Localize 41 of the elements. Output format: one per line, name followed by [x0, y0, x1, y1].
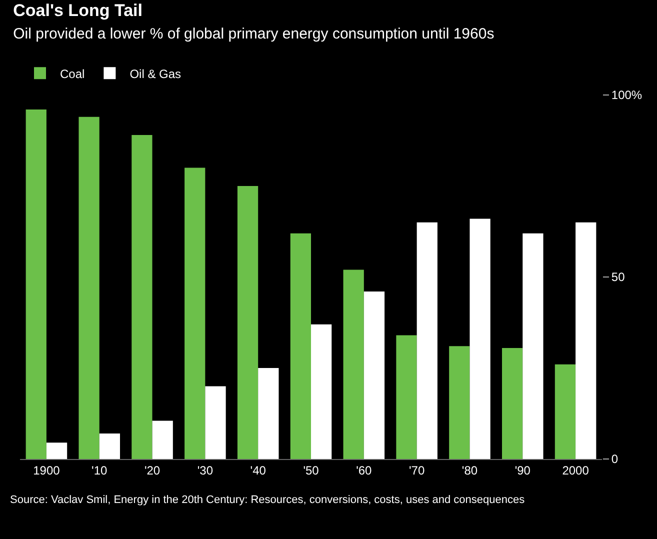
bar: [46, 442, 68, 459]
bar: [396, 335, 417, 459]
x-tick-label: '50: [303, 463, 320, 478]
bar: [78, 116, 100, 459]
legend-label: Coal: [60, 66, 85, 81]
bar: [576, 222, 596, 459]
bar: [152, 420, 173, 459]
legend-label: Oil & Gas: [130, 66, 182, 81]
bar: [258, 368, 279, 459]
bar: [132, 135, 152, 459]
bar: [470, 218, 490, 459]
bar: [502, 348, 523, 459]
bar: [237, 186, 258, 459]
x-tick-label: '80: [462, 463, 478, 478]
y-tick-label: 100%: [611, 88, 642, 102]
x-tick-label: '10: [92, 463, 108, 478]
x-tick-label: '70: [409, 463, 425, 478]
bar: [205, 386, 226, 459]
x-tick-label: '20: [144, 463, 160, 478]
source-note: Source: Vaclav Smil, Energy in the 20th Century: Resources, conversions, costs, uses and consequences: [10, 494, 526, 506]
bar: [364, 292, 385, 459]
bar: [416, 222, 438, 459]
y-tick-label: 0: [611, 452, 618, 466]
bar: [522, 233, 544, 459]
bar: [554, 364, 576, 459]
bar: [449, 346, 470, 459]
x-tick-label: '30: [197, 463, 214, 478]
x-tick-label: '90: [514, 463, 531, 478]
x-tick-label: '60: [356, 463, 372, 478]
x-tick-label: 2000: [562, 463, 590, 478]
bar: [343, 270, 364, 459]
bar: [184, 168, 206, 459]
x-tick-label: 1900: [33, 463, 60, 478]
y-tick-label: 50: [611, 270, 626, 284]
bar: [26, 110, 46, 459]
bar: [99, 434, 120, 459]
bar: [290, 233, 311, 459]
chart-subtitle: Oil provided a lower % of global primary energy consumption until 1960s: [13, 25, 494, 42]
bar: [311, 324, 332, 459]
chart-title: Coal's Long Tail: [13, 1, 142, 20]
x-tick-label: '40: [250, 463, 266, 478]
